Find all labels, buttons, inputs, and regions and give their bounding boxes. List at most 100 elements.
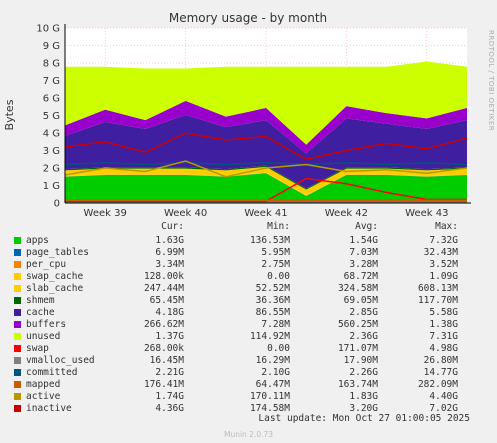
legend-cur: 2.21G — [155, 367, 184, 378]
y-tick-label: 10 G — [36, 24, 60, 35]
y-tick-label: 9 G — [43, 41, 60, 52]
legend-name: swap_cache — [26, 271, 84, 282]
legend-item-page-tables: page_tables 6.99M 5.95M 7.03M 32.43M — [0, 247, 497, 259]
legend-name: inactive — [26, 403, 72, 414]
legend-min: 0.00 — [267, 343, 290, 354]
legend-name: cache — [26, 307, 55, 318]
x-tick-label: Week 40 — [164, 208, 207, 219]
area-unused — [65, 61, 467, 145]
legend-cur: 4.36G — [155, 403, 184, 414]
legend-min: 114.92M — [249, 331, 290, 342]
legend-cur: 65.45M — [149, 295, 184, 306]
legend-item-active: active 1.74G 170.11M 1.83G 4.40G — [0, 391, 497, 403]
legend-max: 4.40G — [429, 391, 458, 402]
legend-item-swap: swap 268.00k 0.00 171.07M 4.98G — [0, 343, 497, 355]
legend-item-vmalloc-used: vmalloc_used 16.45M 16.29M 17.90M 26.80M — [0, 355, 497, 367]
legend-swatch — [14, 321, 21, 328]
legend-item-cache: cache 4.18G 86.55M 2.85G 5.58G — [0, 307, 497, 319]
legend-max: 7.32G — [429, 235, 458, 246]
legend-name: active — [26, 391, 61, 402]
y-tick-label: 2 G — [43, 164, 60, 175]
legend-item-unused: unused 1.37G 114.92M 2.36G 7.31G — [0, 331, 497, 343]
legend-avg: 2.26G — [349, 367, 378, 378]
legend-name: shmem — [26, 295, 55, 306]
legend-cur: 3.34M — [155, 259, 184, 270]
legend-avg: 2.36G — [349, 331, 378, 342]
legend-name: per_cpu — [26, 259, 67, 270]
chart-title: Memory usage - by month — [169, 11, 327, 25]
x-tick-labels: Week 39 Week 40 Week 41 Week 42 Week 43 — [84, 208, 449, 219]
legend-cur: 266.62M — [143, 319, 184, 330]
axes — [64, 24, 471, 204]
legend-name: unused — [26, 331, 61, 342]
line-swap — [65, 177, 467, 202]
line-active — [64, 160, 468, 178]
legend-min: 5.95M — [261, 247, 290, 258]
legend-cur: 247.44M — [143, 283, 184, 294]
y-tick-label: 6 G — [43, 94, 60, 105]
y-tick-label: 7 G — [43, 76, 60, 87]
legend-min: 52.52M — [255, 283, 290, 294]
y-tick-labels: 0 1 G 2 G 3 G 4 G 5 G 6 G 7 G 8 G 9 G 10 G — [36, 24, 60, 210]
legend-cur: 1.74G — [155, 391, 184, 402]
area-swap-cache — [65, 172, 467, 196]
area-apps — [65, 173, 467, 203]
legend-item-apps: apps 1.63G 136.53M 1.54G 7.32G — [0, 235, 497, 247]
legend-min: 7.28M — [261, 319, 290, 330]
area-buffers — [65, 100, 467, 154]
legend-min: 174.58M — [249, 403, 290, 414]
line-inactive — [64, 132, 468, 161]
legend-item-mapped: mapped 176.41M 64.47M 163.74M 282.09M — [0, 379, 497, 391]
legend-item-inactive: inactive 4.36G 174.58M 3.20G 7.02G — [0, 403, 497, 415]
legend-header-avg: Avg: — [355, 221, 378, 232]
legend-max: 282.09M — [417, 379, 458, 390]
x-tick-label: Week 41 — [244, 208, 287, 219]
legend-swatch — [14, 285, 21, 292]
x-tick-label: Week 42 — [325, 208, 368, 219]
legend-swatch — [14, 357, 21, 364]
legend-avg: 1.83G — [349, 391, 378, 402]
legend-item-shmem: shmem 65.45M 36.36M 69.05M 117.70M — [0, 295, 497, 307]
legend-min: 16.29M — [255, 355, 290, 366]
legend-header-cur: Cur: — [161, 221, 184, 232]
legend-item-committed: committed 2.21G 2.10G 2.26G 14.77G — [0, 367, 497, 379]
legend-swatch — [14, 237, 21, 244]
legend-avg: 163.74M — [337, 379, 378, 390]
legend-max: 117.70M — [417, 295, 458, 306]
legend-name: slab_cache — [26, 283, 84, 294]
legend-max: 1.09G — [429, 271, 458, 282]
legend-avg: 69.05M — [343, 295, 378, 306]
legend-item-buffers: buffers 266.62M 7.28M 560.25M 1.38G — [0, 319, 497, 331]
legend-name: apps — [26, 235, 49, 246]
legend-max: 4.98G — [429, 343, 458, 354]
area-slab-cache — [65, 166, 467, 195]
y-tick-label: 8 G — [43, 59, 60, 70]
legend-header: Cur: Min: Avg: Max: — [0, 221, 497, 233]
legend-header-min: Min: — [267, 221, 290, 232]
legend-avg: 3.20G — [349, 403, 378, 414]
legend-max: 3.52M — [429, 259, 458, 270]
legend-name: buffers — [26, 319, 67, 330]
legend-cur: 176.41M — [143, 379, 184, 390]
y-tick-label: 1 G — [43, 181, 60, 192]
legend-swatch — [14, 393, 21, 400]
legend-item-slab-cache: slab_cache 247.44M 52.52M 324.58M 608.13M — [0, 283, 497, 295]
legend-cur: 128.00k — [143, 271, 184, 282]
legend-avg: 2.85G — [349, 307, 378, 318]
last-update: Last update: Mon Oct 27 01:00:05 2025 — [258, 413, 470, 424]
legend-name: page_tables — [26, 247, 89, 258]
legend-max: 5.58G — [429, 307, 458, 318]
legend-avg: 17.90M — [343, 355, 378, 366]
legend-min: 2.10G — [261, 367, 290, 378]
stacked-areas — [65, 61, 467, 203]
y-tick-label: 5 G — [43, 111, 60, 122]
legend-max: 7.31G — [429, 331, 458, 342]
legend-avg: 324.58M — [337, 283, 378, 294]
legend-swatch — [14, 369, 21, 376]
legend-cur: 6.99M — [155, 247, 184, 258]
x-tick-label: Week 39 — [84, 208, 127, 219]
chart: 0 1 G 2 G 3 G 4 G 5 G 6 G 7 G 8 G 9 G 10 G Week 39… — [0, 0, 497, 221]
area-cache — [65, 114, 467, 189]
legend-avg: 171.07M — [337, 343, 378, 354]
legend-swatch — [14, 261, 21, 268]
